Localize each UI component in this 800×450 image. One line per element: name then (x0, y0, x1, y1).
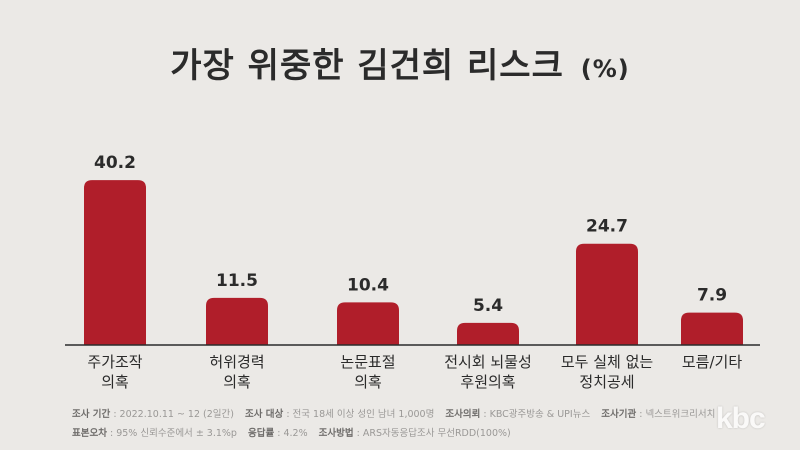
data-label: 40.2 (94, 153, 136, 173)
method-label: 조사방법 (318, 428, 354, 439)
client-value: : KBC광주방송 & UPI뉴스 (483, 409, 591, 420)
category-label: 후원의혹 (460, 373, 515, 391)
error-label: 표본오차 (72, 428, 107, 439)
agency-label: 조사기관 (601, 409, 637, 420)
chart-title: 가장 위중한 김건희 리스크 (%) (0, 38, 800, 87)
category-label: 전시회 뇌물성 (444, 353, 532, 371)
response-value: : 4.2% (277, 428, 308, 439)
response-label: 응답률 (248, 428, 275, 439)
target-label: 조사 대상 (245, 409, 284, 420)
footnote-line-1: 조사 기간 : 2022.10.11 ~ 12 (2일간) 조사 대상 : 전국… (72, 405, 715, 424)
method-value: : ARS자동응답조사 무선RDD(100%) (356, 428, 511, 439)
bar (576, 243, 638, 345)
category-label: 모름/기타 (682, 353, 742, 371)
chart-unit: (%) (580, 55, 630, 83)
category-label: 정치공세 (579, 373, 634, 391)
client-label: 조사의뢰 (445, 409, 481, 420)
category-label: 의혹 (223, 373, 251, 391)
category-label: 허위경력 (209, 353, 264, 371)
data-label: 5.4 (473, 296, 503, 316)
data-label: 24.7 (586, 217, 628, 237)
agency-value: : 넥스트위크리서치 (639, 409, 716, 420)
period-value: : 2022.10.11 ~ 12 (2일간) (113, 409, 234, 420)
data-label: 11.5 (216, 271, 258, 291)
footnote-line-2: 표본오차 : 95% 신뢰수준에서 ± 3.1%p 응답률 : 4.2% 조사방… (72, 424, 715, 443)
category-label: 주가조작 (87, 353, 142, 371)
period-label: 조사 기간 (72, 409, 111, 420)
error-value: : 95% 신뢰수준에서 ± 3.1%p (110, 428, 237, 439)
category-label: 의혹 (354, 373, 382, 391)
target-value: : 전국 18세 이상 성인 남녀 1,000명 (286, 409, 435, 420)
bar (457, 322, 519, 345)
category-label: 논문표절 (340, 353, 395, 371)
bar (681, 312, 743, 345)
bar (84, 180, 146, 345)
category-label: 모두 실체 없는 (561, 353, 654, 371)
bar (337, 302, 399, 345)
data-label: 10.4 (347, 275, 389, 295)
chart-title-text: 가장 위중한 김건희 리스크 (170, 46, 564, 86)
bar (206, 297, 268, 345)
survey-footnote: 조사 기간 : 2022.10.11 ~ 12 (2일간) 조사 대상 : 전국… (72, 405, 715, 443)
category-label: 의혹 (101, 373, 129, 391)
kbc-logo: kbc (716, 402, 766, 435)
data-label: 7.9 (697, 286, 727, 306)
